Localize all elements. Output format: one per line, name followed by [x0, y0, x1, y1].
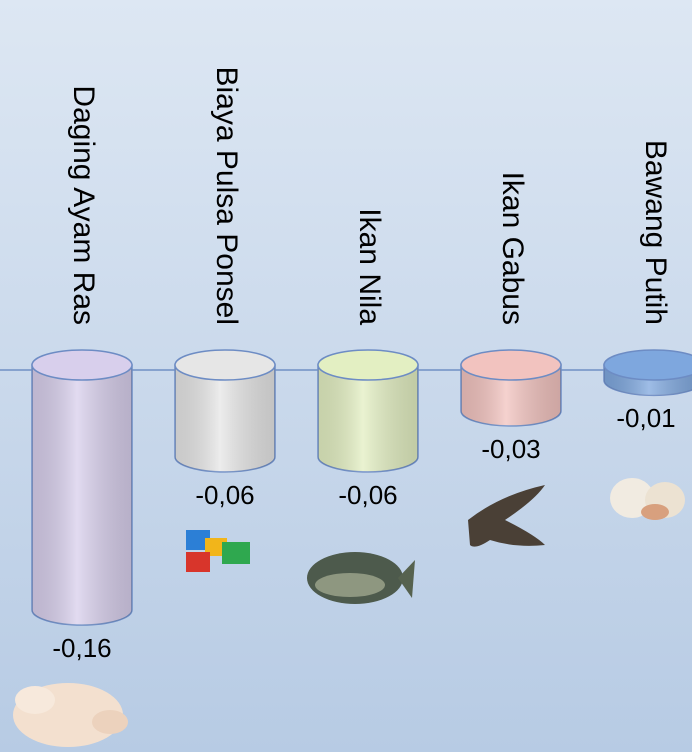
plot: Daging Ayam Ras -0,16 Biaya Pulsa Ponsel -0… [31, 67, 692, 663]
bar-top [31, 349, 133, 381]
category-label: Biaya Pulsa Ponsel [210, 67, 243, 326]
category-label: Ikan Nila [353, 208, 386, 325]
category-label: Daging Ayam Ras [67, 85, 100, 325]
bar-top [174, 349, 276, 381]
value-label: -0,16 [52, 633, 111, 663]
category-label: Ikan Gabus [496, 172, 529, 325]
value-label: -0,01 [616, 403, 675, 433]
catfish-icon [468, 485, 545, 547]
garlic-icon [610, 478, 685, 520]
value-label: -0,06 [195, 480, 254, 510]
category-label: Bawang Putih [639, 140, 672, 325]
bar-shade [461, 365, 561, 426]
value-label: -0,06 [338, 480, 397, 510]
sim-card-icon [186, 530, 250, 572]
bar-top [603, 349, 692, 381]
bar-shade [32, 365, 132, 625]
tilapia-icon [307, 552, 415, 604]
bar-top [317, 349, 419, 381]
bar-shade [175, 365, 275, 472]
bar-shade [317, 365, 418, 472]
value-label: -0,03 [481, 434, 540, 464]
bar-top [460, 349, 562, 381]
chicken-icon [13, 683, 128, 747]
